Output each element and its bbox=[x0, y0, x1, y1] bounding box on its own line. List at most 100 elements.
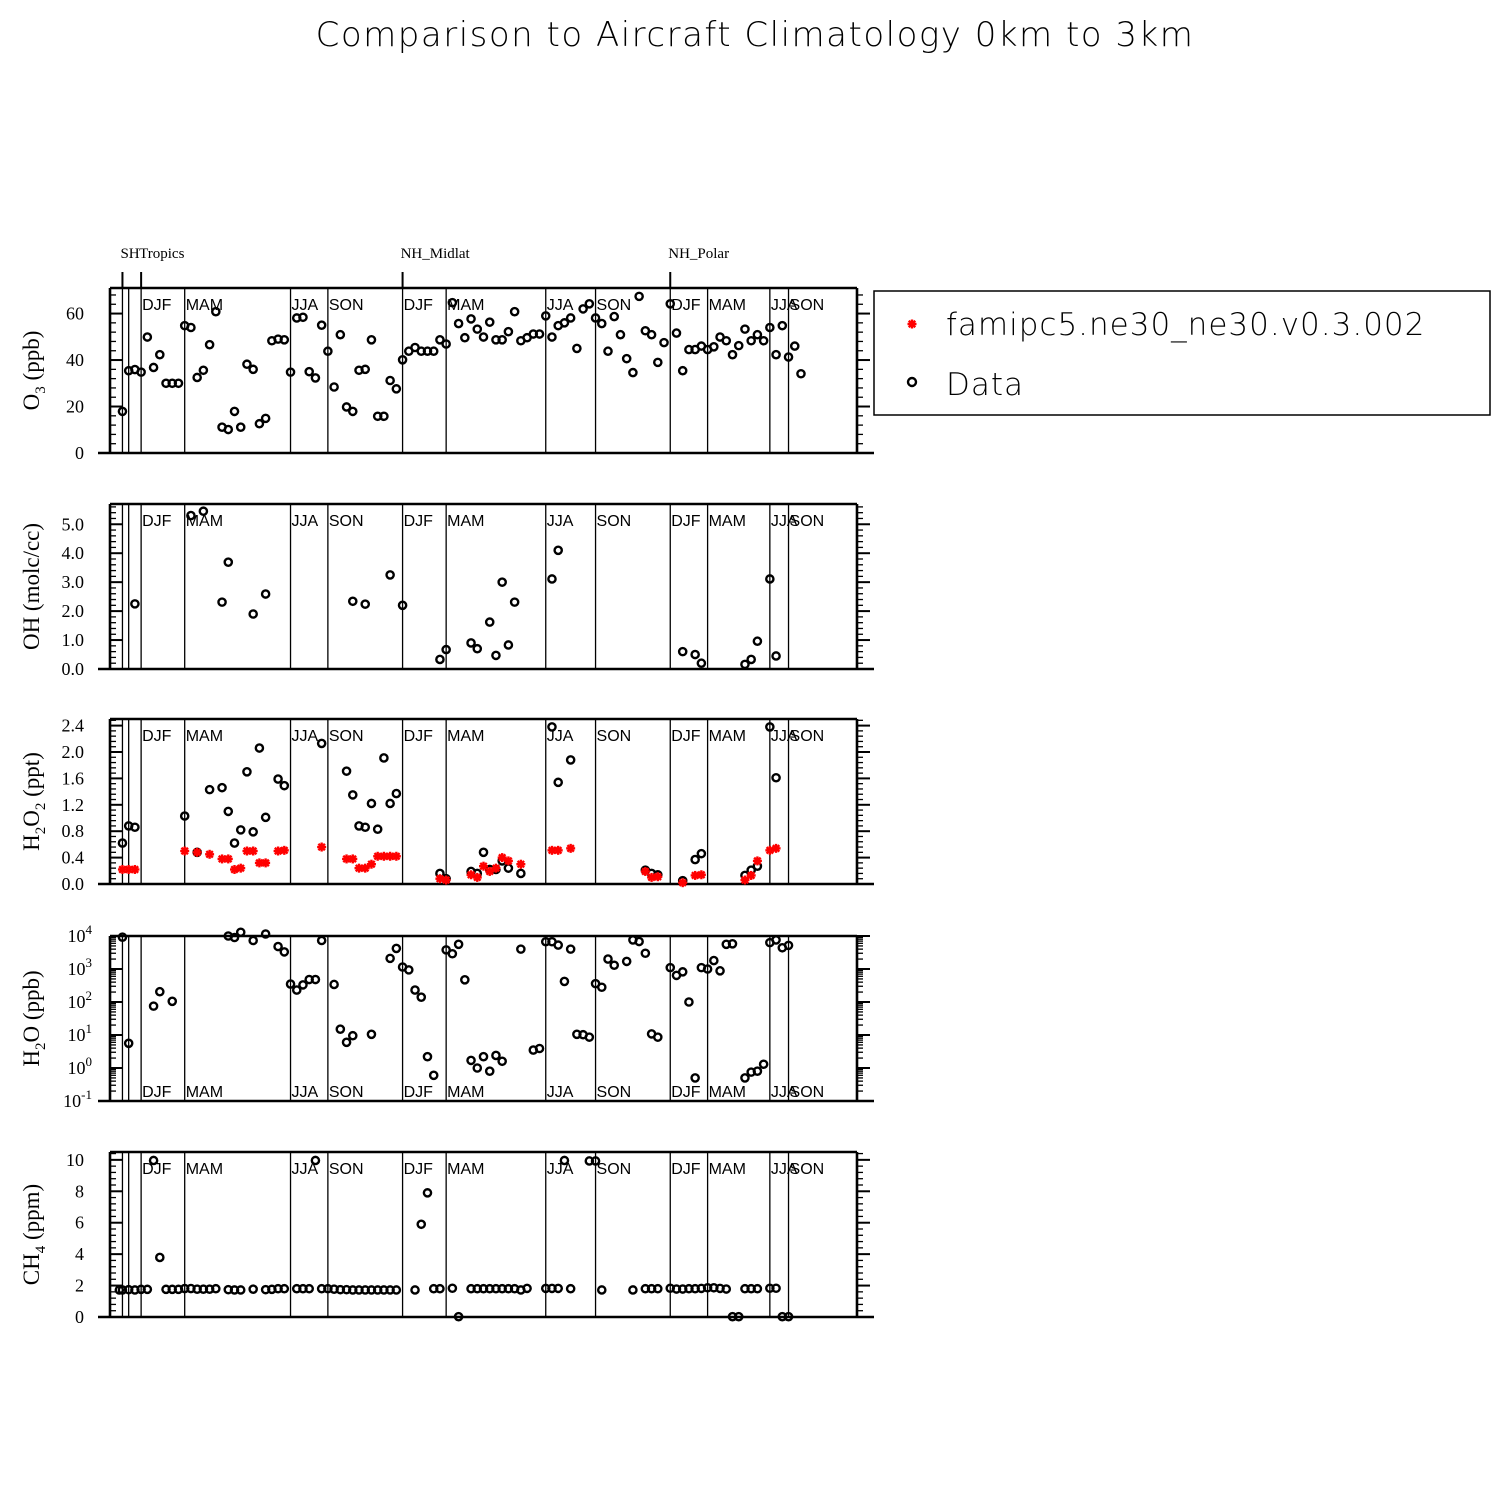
data-point bbox=[659, 337, 669, 348]
data-point bbox=[335, 329, 346, 340]
model-marker-stroke bbox=[907, 319, 917, 329]
y-tick-label: 0.0 bbox=[62, 659, 85, 679]
y-tick-label: 104 bbox=[68, 922, 93, 946]
model-point bbox=[516, 859, 526, 869]
data-point bbox=[466, 314, 476, 324]
model-point bbox=[690, 870, 700, 880]
legend-label-data: Data bbox=[946, 367, 1024, 403]
season-label: JJA bbox=[771, 513, 798, 530]
data-point bbox=[478, 332, 489, 342]
data-point bbox=[279, 947, 290, 957]
region-label: NH_Midlat bbox=[401, 246, 471, 262]
data-point bbox=[304, 366, 315, 377]
data-point bbox=[765, 322, 775, 333]
model-marker-stroke bbox=[554, 846, 563, 855]
data-point bbox=[590, 313, 601, 323]
model-marker-stroke bbox=[354, 864, 364, 873]
data-point bbox=[484, 1066, 495, 1076]
model-point bbox=[696, 870, 706, 880]
data-point bbox=[491, 650, 501, 661]
data-point bbox=[478, 847, 489, 858]
season-label: MAM bbox=[709, 513, 746, 530]
model-marker-stroke bbox=[504, 856, 513, 865]
y-axis-label-text: O (ppb) bbox=[19, 970, 44, 1042]
data-point bbox=[690, 1073, 700, 1083]
data-point bbox=[366, 798, 377, 809]
data-point bbox=[316, 935, 327, 946]
data-point bbox=[347, 596, 358, 607]
data-point bbox=[173, 378, 184, 389]
y-tick-label: 103 bbox=[68, 955, 93, 979]
data-point bbox=[366, 1029, 377, 1040]
y-axis-label-subscript: 2 bbox=[33, 827, 49, 835]
data-point bbox=[559, 318, 570, 328]
y-tick-label: 0 bbox=[75, 1307, 84, 1327]
data-point bbox=[347, 406, 358, 417]
y-tick-label-base: 10 bbox=[68, 992, 86, 1012]
y-tick-label: 0 bbox=[75, 443, 84, 463]
season-label: SON bbox=[329, 513, 364, 530]
season-label: JJA bbox=[292, 1084, 319, 1101]
data-point bbox=[397, 600, 408, 611]
y-tick-label: 6 bbox=[75, 1213, 84, 1233]
y-axis-label-text: (ppb) bbox=[19, 331, 44, 387]
model-point bbox=[391, 851, 401, 861]
data-point bbox=[491, 1050, 501, 1061]
data-point bbox=[148, 1001, 159, 1011]
model-point bbox=[479, 861, 488, 871]
data-point bbox=[235, 927, 246, 938]
data-point bbox=[621, 353, 632, 364]
model-marker-stroke bbox=[691, 871, 700, 880]
season-label: JJA bbox=[547, 1084, 574, 1101]
data-point bbox=[248, 935, 258, 946]
y-tick-label: 3.0 bbox=[62, 572, 85, 592]
model-marker-stroke bbox=[180, 846, 189, 856]
season-label: JJA bbox=[771, 1084, 798, 1101]
data-point bbox=[603, 346, 613, 357]
data-point bbox=[130, 599, 140, 609]
y-axis-label-text: OH (molc/cc) bbox=[19, 523, 44, 650]
y-tick-label: 4 bbox=[75, 1244, 84, 1264]
data-point bbox=[341, 402, 352, 412]
data-point bbox=[553, 777, 564, 788]
y-tick-label: 20 bbox=[66, 397, 84, 417]
data-point bbox=[435, 654, 445, 665]
model-marker-stroke bbox=[547, 846, 557, 855]
model-marker-stroke bbox=[740, 875, 750, 885]
model-marker-stroke bbox=[273, 846, 283, 856]
data-point bbox=[783, 940, 794, 951]
data-point bbox=[565, 944, 576, 954]
data-point bbox=[503, 326, 514, 337]
data-point bbox=[653, 1032, 663, 1042]
model-point bbox=[553, 845, 563, 855]
model-point bbox=[441, 875, 451, 885]
region-label: NH_Polar bbox=[668, 246, 729, 262]
model-marker-stroke bbox=[498, 853, 507, 862]
y-axis-label-text: H bbox=[19, 1050, 44, 1067]
data-point bbox=[746, 654, 756, 665]
data-point bbox=[472, 324, 483, 334]
data-point bbox=[323, 346, 333, 357]
season-label: JJA bbox=[292, 728, 319, 745]
data-point bbox=[709, 955, 719, 966]
model-marker-stroke bbox=[373, 852, 382, 861]
data-point bbox=[540, 311, 551, 321]
model-marker-stroke bbox=[124, 865, 133, 874]
model-marker-stroke bbox=[653, 872, 662, 881]
data-point bbox=[379, 411, 389, 422]
y-tick-label-exponent: 4 bbox=[86, 922, 93, 937]
y-tick-label-base: 10 bbox=[63, 1091, 81, 1111]
model-marker-stroke bbox=[242, 846, 252, 856]
season-label: JJA bbox=[547, 513, 574, 530]
y-tick-label-base: 10 bbox=[68, 1025, 86, 1045]
data-point bbox=[117, 932, 128, 942]
y-axis-label-text: H bbox=[19, 834, 44, 851]
data-point bbox=[460, 332, 470, 343]
data-point bbox=[653, 1283, 663, 1294]
data-point bbox=[154, 986, 165, 997]
data-point bbox=[435, 335, 445, 345]
data-point bbox=[653, 357, 663, 368]
model-marker-stroke bbox=[435, 874, 445, 883]
season-label: SON bbox=[597, 1084, 632, 1101]
